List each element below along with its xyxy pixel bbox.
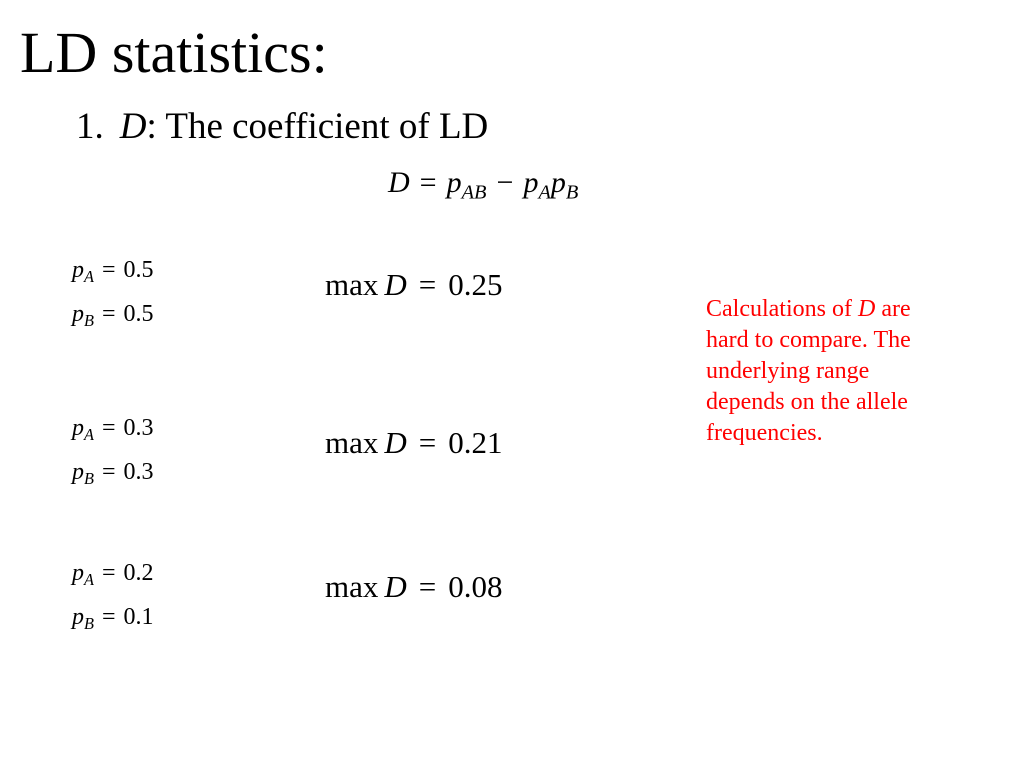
red-note: Calculations of D are hard to compare. T… bbox=[706, 294, 936, 449]
pb-base: p bbox=[72, 459, 84, 485]
pb-base: p bbox=[72, 604, 84, 630]
max-var: D bbox=[384, 569, 407, 604]
formula-term2b-base: p bbox=[550, 166, 566, 199]
pb-equals: = bbox=[101, 301, 116, 327]
pa-sub: A bbox=[84, 425, 94, 445]
pa-value: 0.3 bbox=[123, 415, 154, 441]
subtitle-symbol: D bbox=[119, 106, 147, 147]
pa-sub: A bbox=[84, 570, 94, 590]
example-3-pa: pA = 0.2 bbox=[72, 560, 154, 588]
max-fn: max bbox=[325, 569, 379, 604]
example-1-pa: pA = 0.5 bbox=[72, 257, 154, 285]
pb-equals: = bbox=[101, 459, 116, 485]
max-value: 0.25 bbox=[448, 267, 503, 302]
max-value: 0.21 bbox=[448, 425, 503, 460]
pb-sub: B bbox=[84, 469, 94, 489]
list-number: 1. bbox=[76, 106, 104, 147]
pb-value: 0.5 bbox=[123, 301, 154, 327]
example-3-max-d: max D = 0.08 bbox=[325, 571, 503, 602]
note-symbol: D bbox=[857, 296, 876, 322]
pa-equals: = bbox=[101, 415, 116, 441]
example-2-pa: pA = 0.3 bbox=[72, 415, 154, 443]
slide-title: LD statistics: bbox=[20, 20, 328, 85]
pb-sub: B bbox=[84, 311, 94, 331]
max-equals: = bbox=[418, 425, 437, 460]
formula-term1-base: p bbox=[446, 166, 462, 199]
formula-minus: − bbox=[496, 166, 514, 199]
ld-formula: D = pAB − pApB bbox=[388, 166, 578, 203]
example-1-pb: pB = 0.5 bbox=[72, 301, 154, 329]
max-fn: max bbox=[325, 425, 379, 460]
example-2-pb: pB = 0.3 bbox=[72, 459, 154, 487]
pa-value: 0.2 bbox=[123, 560, 154, 586]
max-var: D bbox=[384, 267, 407, 302]
max-fn: max bbox=[325, 267, 379, 302]
example-1-max-d: max D = 0.25 bbox=[325, 269, 503, 300]
formula-term1-sub: AB bbox=[461, 181, 487, 204]
pa-sub: A bbox=[84, 267, 94, 287]
subtitle-text: : The coefficient of LD bbox=[146, 106, 489, 147]
note-pre: Calculations of bbox=[706, 296, 858, 322]
pb-base: p bbox=[72, 301, 84, 327]
pa-base: p bbox=[72, 257, 84, 283]
formula-equals: = bbox=[419, 166, 437, 199]
max-value: 0.08 bbox=[448, 569, 503, 604]
pa-value: 0.5 bbox=[123, 257, 154, 283]
pa-equals: = bbox=[101, 257, 116, 283]
pb-value: 0.3 bbox=[123, 459, 154, 485]
pb-sub: B bbox=[84, 614, 94, 634]
formula-term2b-sub: B bbox=[565, 181, 579, 204]
formula-term2a-sub: A bbox=[538, 181, 551, 204]
note-post: are hard to compare. The underlying rang… bbox=[706, 296, 911, 446]
example-3-pb: pB = 0.1 bbox=[72, 604, 154, 632]
pa-equals: = bbox=[101, 560, 116, 586]
max-equals: = bbox=[418, 569, 437, 604]
pb-equals: = bbox=[101, 604, 116, 630]
example-2-max-d: max D = 0.21 bbox=[325, 427, 503, 458]
max-equals: = bbox=[418, 267, 437, 302]
pb-value: 0.1 bbox=[123, 604, 154, 630]
pa-base: p bbox=[72, 560, 84, 586]
pa-base: p bbox=[72, 415, 84, 441]
formula-term2a-base: p bbox=[523, 166, 539, 199]
max-var: D bbox=[384, 425, 407, 460]
formula-lhs: D bbox=[388, 166, 410, 199]
slide-subtitle: 1. D: The coefficient of LD bbox=[76, 108, 488, 145]
